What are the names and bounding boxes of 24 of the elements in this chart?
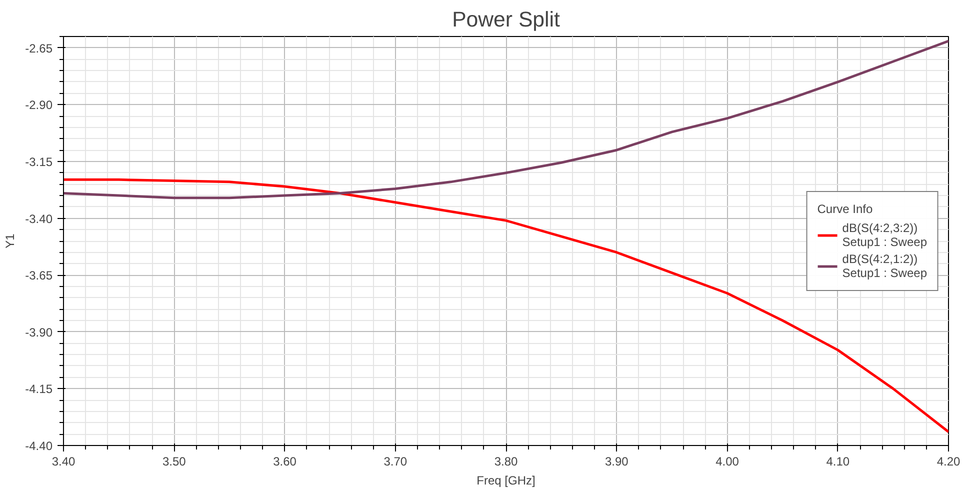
y-tick-label: -2.90 [25, 98, 53, 112]
y-tick-label: -2.65 [25, 41, 53, 56]
x-tick-label: 3.50 [162, 454, 186, 468]
legend-label: dB(S(4:2,1:2)) Setup1 : Sweep [842, 252, 927, 280]
y-tick-label: -3.90 [25, 325, 53, 340]
x-axis-title: Freq [GHz] [476, 474, 536, 488]
x-tick-label: 3.80 [494, 454, 518, 468]
y-tick-label: -3.40 [25, 212, 53, 226]
chart-title: Power Split [452, 8, 560, 32]
x-tick-label: 3.70 [384, 454, 408, 468]
legend-title: Curve Info [817, 202, 874, 216]
x-tick-label: 3.60 [273, 454, 297, 468]
line-series [64, 40, 948, 200]
y-tick-label: -4.40 [25, 439, 53, 453]
line-series [64, 178, 948, 434]
y-tick-label: -3.65 [25, 268, 53, 283]
y-tick-label: -4.15 [25, 382, 53, 396]
x-tick-label: 3.40 [52, 454, 76, 468]
x-tick-label: 4.00 [716, 454, 740, 468]
y-axis-title: Y1 [3, 233, 18, 248]
x-tick-label: 4.20 [936, 454, 961, 468]
x-tick-label: 4.10 [826, 454, 850, 468]
x-tick-label: 3.90 [604, 454, 629, 468]
y-tick-label: -3.15 [25, 154, 53, 169]
